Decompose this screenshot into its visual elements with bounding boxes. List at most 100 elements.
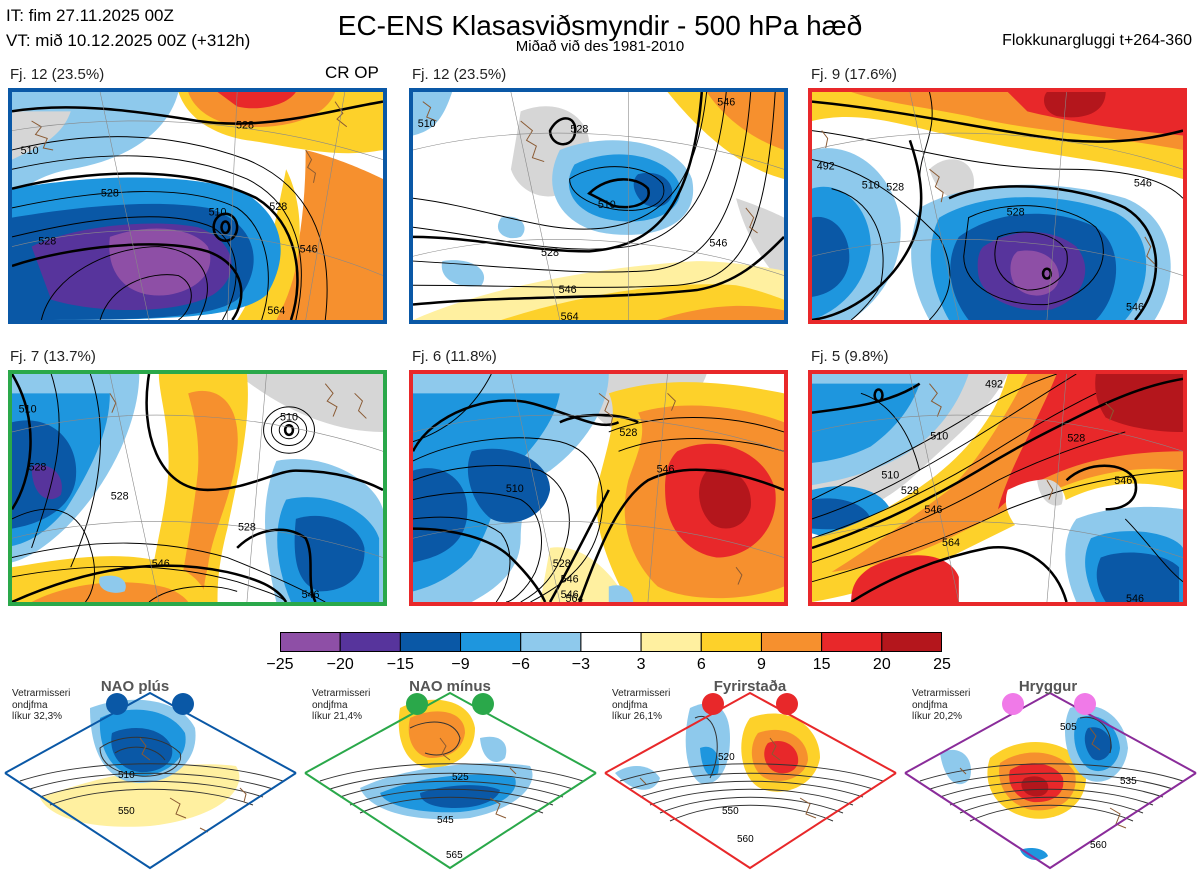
contour-label: 528 bbox=[101, 187, 119, 199]
contour-label: 560 bbox=[1090, 840, 1107, 851]
contour-label: 546 bbox=[561, 574, 579, 586]
colorbar-tick-label: −9 bbox=[451, 656, 470, 673]
contour-label: 545 bbox=[437, 815, 454, 826]
regime-marker bbox=[776, 693, 798, 715]
colorbar-cell bbox=[640, 632, 702, 652]
contour-label: 505 bbox=[1060, 722, 1077, 733]
contour-label: 510 bbox=[21, 145, 39, 157]
contour-label: 528 bbox=[553, 558, 571, 570]
contour-label: 528 bbox=[269, 201, 287, 213]
contour-label: 560 bbox=[737, 834, 754, 845]
valid-time: VT: mið 10.12.2025 00Z (+312h) bbox=[6, 31, 251, 50]
panel-1-label: Fj. 12 (23.5%) bbox=[10, 66, 105, 83]
contour-label: 528 bbox=[619, 427, 637, 439]
regime-name: Fyrirstaða bbox=[713, 678, 787, 695]
anomaly-colorbar bbox=[280, 632, 942, 652]
contour-label: 510 bbox=[209, 207, 227, 219]
cluster-map-2: 510 528 528 510 546 546 564 546 bbox=[409, 88, 788, 324]
contour-label: 546 bbox=[559, 284, 577, 296]
colorbar-tick-label: 15 bbox=[812, 656, 831, 673]
contour-label: 546 bbox=[1114, 475, 1132, 487]
contour-label: 546 bbox=[1126, 593, 1144, 602]
contour-label: 528 bbox=[238, 522, 256, 534]
regime-marker bbox=[106, 693, 128, 715]
colorbar-tick-label: 6 bbox=[696, 656, 706, 673]
contour-label: 564 bbox=[942, 537, 960, 549]
contour-label: 528 bbox=[1067, 433, 1085, 445]
contour-label: 546 bbox=[152, 558, 170, 570]
contour-label: 528 bbox=[236, 120, 254, 132]
contour-label: 546 bbox=[709, 238, 727, 250]
contour-label: 510 bbox=[862, 180, 880, 192]
contour-label: 510 bbox=[418, 118, 436, 130]
regime-marker bbox=[172, 693, 194, 715]
contour-label: 528 bbox=[38, 236, 56, 248]
contour-label: 546 bbox=[924, 504, 942, 516]
contour-label: 528 bbox=[570, 124, 588, 136]
classification-window: Flokkunargluggi t+264-360 bbox=[1002, 32, 1192, 49]
contour-label: 565 bbox=[446, 850, 463, 861]
regime-marker bbox=[472, 693, 494, 715]
cluster-map-5: 528 546 510 528 546 546 564 bbox=[409, 370, 788, 606]
regime-name: NAO plús bbox=[100, 678, 170, 695]
colorbar-tick-label: 9 bbox=[757, 656, 766, 673]
contour-label: 546 bbox=[300, 243, 318, 255]
contour-label: 492 bbox=[985, 379, 1003, 391]
colorbar-cell bbox=[399, 632, 462, 652]
regime-blocking: 520 550 560 Fyrirstaða Vetrarmisseri ondj… bbox=[600, 678, 900, 871]
cluster-map-4: 510 510 528 528 546 528 546 bbox=[8, 370, 387, 606]
page-subtitle: Miðað við des 1981-2010 bbox=[515, 38, 685, 55]
cluster-map-3: 492 510 528 528 546 546 bbox=[808, 88, 1187, 324]
colorbar-cell bbox=[339, 632, 401, 652]
contour-label: 546 bbox=[1134, 178, 1152, 190]
contour-label: 550 bbox=[722, 806, 739, 817]
contour-label: 546 bbox=[561, 589, 579, 601]
contour-label: 528 bbox=[1007, 207, 1025, 219]
panel-3-label: Fj. 9 (17.6%) bbox=[811, 66, 897, 83]
contour-label: 525 bbox=[452, 772, 469, 783]
regime-info: Vetrarmisseri ondjfma líkur 20,2% bbox=[912, 688, 971, 722]
contour-label: 510 bbox=[506, 483, 524, 495]
colorbar-tick-label: −15 bbox=[386, 656, 414, 673]
colorbar-tick-label: −3 bbox=[571, 656, 591, 673]
contour-label: 546 bbox=[1126, 301, 1144, 313]
contour-label: 564 bbox=[561, 311, 579, 320]
colorbar-cell bbox=[821, 632, 883, 652]
regime-name: Hryggur bbox=[1018, 678, 1078, 695]
contour-label: 528 bbox=[886, 182, 904, 194]
regime-ridge: 505 535 560 Hryggur Vetrarmisseri ondjfma… bbox=[900, 678, 1200, 871]
regime-nao-minus: 525 545 565 NAO mínus Vetrarmisseri ondjf… bbox=[300, 678, 600, 871]
regime-name: NAO mínus bbox=[409, 678, 491, 695]
contour-label: 510 bbox=[881, 469, 899, 481]
colorbar-tick-label: 25 bbox=[933, 656, 951, 673]
regime-marker bbox=[1002, 693, 1024, 715]
contour-label: 510 bbox=[280, 411, 298, 423]
contour-label: 550 bbox=[118, 806, 135, 817]
contour-label: 546 bbox=[302, 589, 320, 601]
page-title: EC-ENS Klasasviðsmyndir - 500 hPa hæð bbox=[337, 10, 863, 41]
colorbar-cell bbox=[280, 632, 341, 652]
regime-info: Vetrarmisseri ondjfma líkur 26,1% bbox=[612, 688, 671, 722]
contour-label: 510 bbox=[598, 199, 616, 211]
contour-label: 528 bbox=[901, 485, 919, 497]
colorbar-cell bbox=[760, 632, 823, 652]
colorbar-cell bbox=[700, 632, 762, 652]
colorbar-cell bbox=[520, 632, 582, 652]
contour-label: 492 bbox=[817, 160, 835, 172]
panel-6-label: Fj. 5 (9.8%) bbox=[811, 348, 889, 365]
initial-time: IT: fim 27.11.2025 00Z bbox=[6, 6, 174, 25]
colorbar-tick-label: 20 bbox=[872, 656, 891, 673]
cluster-map-6: 492 510 510 528 546 564 528 546 546 bbox=[808, 370, 1187, 606]
colorbar-cell bbox=[580, 632, 642, 652]
contour-label: 510 bbox=[118, 770, 135, 781]
contour-label: 546 bbox=[657, 464, 675, 476]
regime-nao-plus: 510 550 NAO plús Vetrarmisseri ondjfma lík… bbox=[0, 678, 300, 871]
panel-2-label: Fj. 12 (23.5%) bbox=[412, 66, 507, 83]
regime-info: Vetrarmisseri ondjfma líkur 21,4% bbox=[312, 688, 371, 722]
cluster-map-1: 510 528 528 528 546 564 528 510 bbox=[8, 88, 387, 324]
regime-info: Vetrarmisseri ondjfma líkur 32,3% bbox=[12, 688, 71, 722]
panel-4-label: Fj. 7 (13.7%) bbox=[10, 348, 96, 365]
contour-label: 510 bbox=[19, 404, 37, 416]
contour-label: 528 bbox=[28, 462, 46, 474]
contour-label: 564 bbox=[566, 593, 584, 602]
